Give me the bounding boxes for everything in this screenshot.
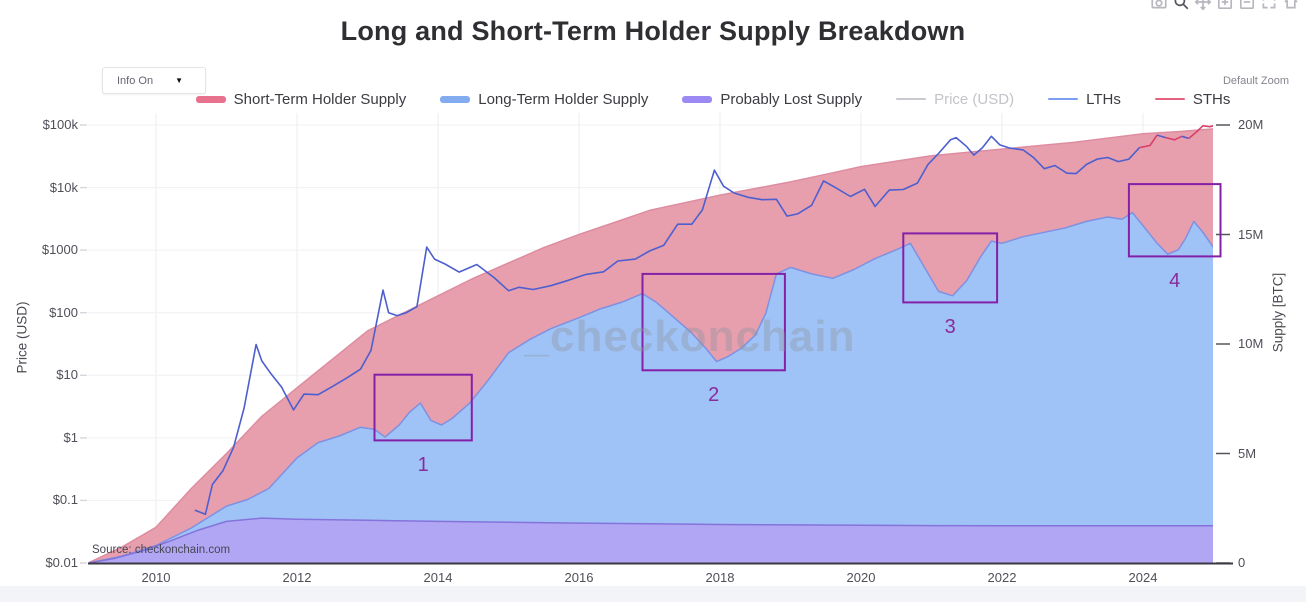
legend-item-label: LTHs [1086, 90, 1121, 108]
reset-axes-icon[interactable] [1282, 0, 1300, 11]
legend-item-short-term-holder-supply[interactable]: Short-Term Holder Supply [195, 90, 407, 108]
legend: Short-Term Holder Supply Long-Term Holder… [120, 88, 1306, 110]
supply-tick-label: 5M [1238, 445, 1257, 461]
autoscale-icon[interactable] [1260, 0, 1278, 11]
pan-icon[interactable] [1194, 0, 1212, 11]
source-credit: Source: checkonchain.com [92, 544, 231, 556]
price-tick-label: $0.1 [52, 492, 78, 508]
legend-item-long-term-holder-supply[interactable]: Long-Term Holder Supply [440, 91, 648, 108]
x-tick-label: 2020 [846, 570, 876, 585]
page-title: Long and Short-Term Holder Supply Breakd… [340, 16, 966, 46]
info-dropdown[interactable]: Info On ▼ [102, 67, 206, 94]
x-tick-label: 2012 [282, 570, 312, 585]
legend-swatch-icon [682, 95, 713, 103]
price-tick-label: $0.01 [45, 555, 78, 570]
default-zoom-button[interactable]: Default Zoom [1210, 70, 1302, 92]
chevron-down-icon: ▼ [175, 76, 183, 85]
plotly-modebar [1150, 0, 1300, 11]
supply-tick-label: 15M [1238, 226, 1264, 242]
legend-item-label: Price (USD) [934, 90, 1015, 108]
supply-tick-label: 0 [1238, 555, 1246, 570]
x-tick-label: 2022 [987, 570, 1017, 585]
legend-item-label: Probably Lost Supply [720, 90, 863, 108]
legend-swatch-icon [195, 95, 226, 103]
zoom-icon[interactable] [1172, 0, 1190, 11]
legend-item-label: Long-Term Holder Supply [478, 90, 649, 108]
supply-tick-label: 20M [1238, 117, 1264, 132]
annotation-label-1: 1 [417, 454, 429, 477]
zoom-in-icon[interactable] [1216, 0, 1234, 11]
legend-swatch-icon [1154, 97, 1185, 101]
zoom-out-icon[interactable] [1238, 0, 1256, 11]
x-tick-label: 2010 [141, 570, 171, 585]
legend-item-probably-lost-supply[interactable]: Probably Lost Supply [682, 91, 862, 108]
price-tick-label: $1 [63, 429, 78, 445]
legend-item-label: STHs [1192, 90, 1231, 108]
footer-strip [0, 586, 1306, 602]
price-tick-label: $10k [49, 179, 78, 195]
legend-item-lths[interactable]: LTHs [1048, 91, 1121, 108]
info-dropdown-label: Info On [117, 74, 154, 87]
legend-swatch-icon [440, 95, 471, 103]
supply-tick-label: 10M [1238, 336, 1264, 351]
price-tick-label: $100k [42, 117, 78, 132]
legend-swatch-icon [1048, 97, 1079, 101]
legend-item-label: Short-Term Holder Supply [233, 90, 407, 108]
price-tick-label: $1000 [41, 242, 78, 258]
x-tick-label: 2014 [423, 570, 453, 585]
legend-item-price-usd-[interactable]: Price (USD) [896, 91, 1014, 108]
x-tick-label: 2018 [705, 570, 735, 585]
price-tick-label: $100 [49, 304, 78, 320]
x-tick-label: 2016 [564, 570, 594, 585]
annotation-label-2: 2 [708, 384, 720, 407]
x-tick-label: 2024 [1128, 570, 1158, 585]
annotation-label-4: 4 [1169, 270, 1181, 293]
camera-icon[interactable] [1150, 0, 1168, 11]
price-tick-label: $10 [56, 367, 78, 383]
annotation-label-3: 3 [944, 316, 956, 339]
legend-swatch-icon [896, 97, 927, 101]
legend-item-sths[interactable]: STHs [1154, 90, 1231, 108]
